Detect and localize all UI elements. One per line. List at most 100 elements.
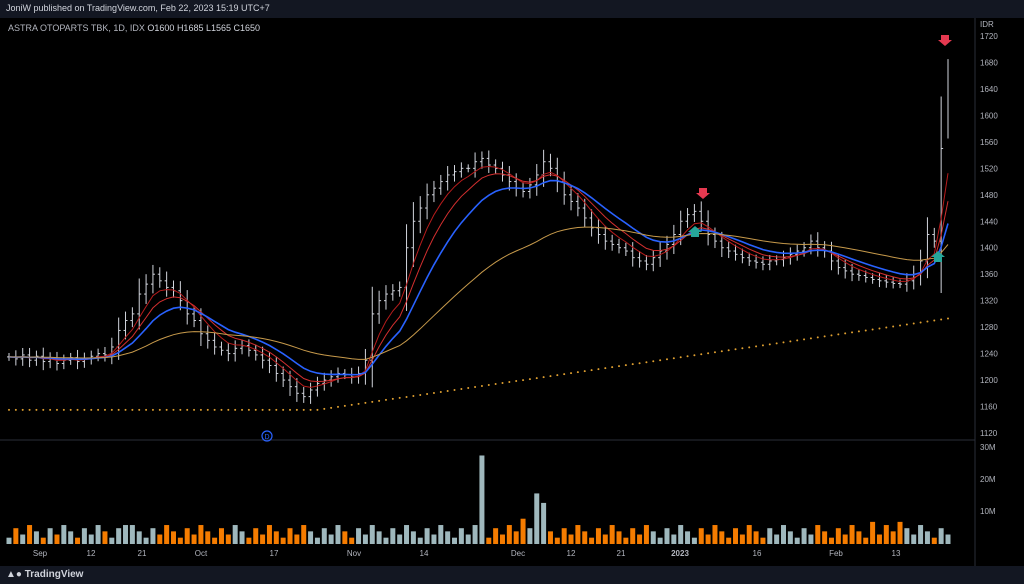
long-ma-dot <box>665 358 668 361</box>
volume-bar <box>547 531 553 544</box>
volume-bar <box>643 525 649 544</box>
price-tick-label: 1280 <box>980 323 998 332</box>
long-ma-dot <box>659 359 662 362</box>
ema-slow-line <box>8 226 949 360</box>
volume-bar <box>445 531 451 544</box>
volume-bar <box>931 537 937 544</box>
long-ma-dot <box>563 373 566 376</box>
volume-bar <box>815 525 821 544</box>
price-tick-label: 1680 <box>980 58 998 67</box>
volume-bar <box>554 537 560 544</box>
long-ma-dot <box>549 375 552 378</box>
long-ma-dot <box>734 348 737 351</box>
long-ma-dot <box>679 356 682 359</box>
long-ma-dot <box>117 408 120 411</box>
sell-arrow-icon <box>938 35 952 46</box>
long-ma-dot <box>439 390 442 393</box>
long-ma-dot <box>412 394 415 397</box>
long-ma-dot <box>453 388 456 391</box>
long-ma-dot <box>748 346 751 349</box>
volume-bar <box>349 537 355 544</box>
volume-bar <box>493 528 499 544</box>
long-ma-dot <box>899 324 902 327</box>
volume-bar <box>143 537 149 544</box>
volume-bar <box>856 531 862 544</box>
long-ma-dot <box>336 405 339 408</box>
volume-bar <box>876 534 882 544</box>
volume-bar <box>945 534 951 544</box>
volume-bar <box>266 525 272 544</box>
long-ma-dot <box>343 404 346 407</box>
long-ma-dot <box>830 334 833 337</box>
volume-bar <box>321 528 327 544</box>
volume-bar <box>314 537 320 544</box>
volume-bar <box>81 528 87 544</box>
long-ma-dot <box>172 408 175 411</box>
long-ma-dot <box>391 397 394 400</box>
symbol-legend: ASTRA OTOPARTS TBK, 1D, IDX O1600 H1685 … <box>8 23 260 33</box>
time-tick-label: 13 <box>892 549 901 558</box>
long-ma-dot <box>542 376 545 379</box>
long-ma-dot <box>912 322 915 325</box>
long-ma-dot <box>124 408 127 411</box>
long-ma-dot <box>864 329 867 332</box>
volume-bar <box>431 534 437 544</box>
long-ma-dot <box>624 364 627 367</box>
tradingview-logo[interactable]: ▲● TradingView <box>6 569 84 580</box>
buy-arrow-icon <box>931 251 945 262</box>
volume-bar <box>753 531 759 544</box>
volume-bar <box>595 528 601 544</box>
long-ma-dot <box>350 403 353 406</box>
time-tick-label: 12 <box>567 549 576 558</box>
brand-text: TradingView <box>24 569 84 580</box>
volume-bar <box>499 534 505 544</box>
volume-bar <box>733 528 739 544</box>
long-ma-dot <box>837 333 840 336</box>
volume-bar <box>102 531 108 544</box>
volume-bar <box>691 537 697 544</box>
long-ma-dot <box>508 381 511 384</box>
volume-bar <box>541 502 547 544</box>
price-tick-label: 1160 <box>980 403 998 412</box>
volume-bar <box>719 531 725 544</box>
long-ma-dot <box>604 367 607 370</box>
long-ma-dot <box>720 350 723 353</box>
ema-fast-line <box>8 165 949 388</box>
long-ma-dot <box>21 408 24 411</box>
long-ma-dot <box>83 408 86 411</box>
chart-pane[interactable] <box>0 18 1024 566</box>
long-ma-dot <box>631 363 634 366</box>
volume-bar <box>904 528 910 544</box>
volume-bar <box>170 531 176 544</box>
volume-bar <box>863 537 869 544</box>
long-ma-dot <box>432 391 435 394</box>
long-ma-dot <box>158 408 161 411</box>
volume-bar <box>835 528 841 544</box>
long-ma-dot <box>206 408 209 411</box>
long-ma-dot <box>707 352 710 355</box>
volume-bar <box>273 531 279 544</box>
volume-bar <box>20 534 26 544</box>
long-ma-dot <box>227 408 230 411</box>
price-tick-label: 1400 <box>980 244 998 253</box>
volume-bar <box>424 528 430 544</box>
volume-bar <box>129 525 135 544</box>
volume-bar <box>781 525 787 544</box>
volume-bar <box>383 537 389 544</box>
volume-bar <box>438 525 444 544</box>
long-ma-dot <box>494 383 497 386</box>
volume-bar <box>924 531 930 544</box>
long-ma-dot <box>247 408 250 411</box>
time-tick-label: 14 <box>420 549 429 558</box>
long-ma-dot <box>570 372 573 375</box>
long-ma-dot <box>371 400 374 403</box>
long-ma-dot <box>809 337 812 340</box>
long-ma-dot <box>892 325 895 328</box>
price-tick-label: 1560 <box>980 138 998 147</box>
long-ma-dot <box>947 317 949 320</box>
volume-tick-label: 20M <box>980 475 996 484</box>
price-tick-label: 1480 <box>980 191 998 200</box>
volume-bar <box>623 537 629 544</box>
long-ma-dot <box>398 396 401 399</box>
